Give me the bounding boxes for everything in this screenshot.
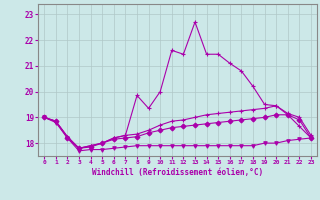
- X-axis label: Windchill (Refroidissement éolien,°C): Windchill (Refroidissement éolien,°C): [92, 168, 263, 177]
